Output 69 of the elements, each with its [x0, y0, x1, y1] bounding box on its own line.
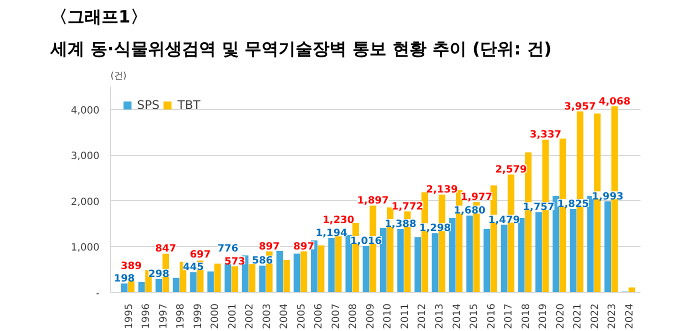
data-label: 198: [114, 273, 135, 284]
x-tick-label: 1996: [141, 303, 152, 329]
legend-label: SPS: [137, 98, 160, 112]
data-label: 3,337: [530, 130, 562, 141]
data-label: 1,479: [488, 214, 520, 226]
data-label: 573: [224, 256, 246, 268]
x-tick-label: 2007: [330, 303, 342, 329]
data-label: 1,825: [557, 198, 590, 210]
data-label: 1,977: [460, 192, 492, 203]
chart-title: 〈그래프1〉: [50, 8, 148, 28]
y-tick-label: 1,000: [70, 242, 100, 254]
x-tick-label: 2018: [520, 303, 532, 329]
x-tick-label: 2022: [590, 303, 601, 329]
data-label: 1,680: [454, 206, 486, 217]
x-tick-label: 2005: [296, 303, 308, 329]
x-tick-label: 2012: [417, 303, 428, 329]
x-tick-label: 2006: [314, 303, 325, 329]
x-tick-label: 2000: [210, 303, 222, 329]
x-tick-label: 2021: [572, 303, 584, 329]
y-tick-label: 3,000: [70, 151, 100, 162]
data-label: 1,757: [522, 202, 554, 214]
data-label: 1,016: [350, 236, 382, 247]
data-label: 897: [258, 241, 280, 252]
data-label: 1,993: [592, 191, 624, 202]
x-tick-label: 2014: [452, 303, 463, 329]
x-tick-label: 2011: [400, 303, 411, 329]
data-label: 445: [182, 262, 204, 274]
x-tick-label: 2020: [555, 303, 566, 329]
x-tick-label: 2019: [538, 303, 550, 329]
data-label: 2,139: [426, 184, 458, 196]
data-label: 2,579: [495, 164, 527, 176]
y-tick-label: 2,000: [70, 196, 100, 208]
data-label: 4,068: [598, 96, 630, 108]
data-label: 697: [190, 250, 211, 261]
x-tick-label: 2023: [607, 303, 618, 329]
x-tick-label: 2009: [365, 303, 376, 329]
data-label: 586: [252, 256, 273, 267]
x-tick-label: 2002: [244, 303, 256, 329]
y-tick-label: 4,000: [70, 105, 100, 116]
x-tick-label: 2004: [279, 303, 290, 329]
chart-subtitle: 세계 동·식물위생검역 및 무역기술장벽 통보 현황 추이 (단위: 건): [50, 40, 552, 60]
data-label: 776: [217, 244, 238, 255]
x-tick-label: 2015: [469, 303, 480, 329]
data-label: 1,772: [392, 201, 424, 212]
data-label: 1,298: [419, 223, 451, 234]
y-axis-title: (건): [110, 72, 127, 82]
x-tick-label: 2008: [348, 303, 360, 329]
x-tick-label: 1998: [176, 303, 187, 329]
x-tick-label: 2010: [382, 303, 394, 329]
y-tick-label: -: [96, 288, 100, 300]
data-label: 1,388: [384, 218, 416, 230]
data-label: 298: [148, 268, 170, 280]
x-tick-label: 2013: [434, 303, 446, 329]
x-tick-label: 2024: [624, 303, 636, 329]
data-label: 1,194: [316, 228, 348, 239]
data-label: 3,957: [564, 101, 596, 112]
data-label: 1,897: [357, 196, 389, 207]
data-label: 389: [120, 260, 142, 272]
x-tick-label: 2017: [504, 303, 515, 329]
legend-label: TBT: [177, 98, 200, 112]
x-tick-label: 2001: [227, 303, 238, 329]
x-tick-label: 1995: [124, 303, 135, 329]
x-tick-label: 1997: [158, 303, 170, 329]
data-label: 897: [293, 241, 314, 252]
x-tick-label: 2016: [486, 303, 498, 329]
x-tick-label: 2003: [262, 303, 273, 329]
data-label: 1,230: [322, 214, 354, 226]
x-tick-label: 1999: [192, 303, 204, 329]
data-label: 847: [155, 244, 176, 255]
